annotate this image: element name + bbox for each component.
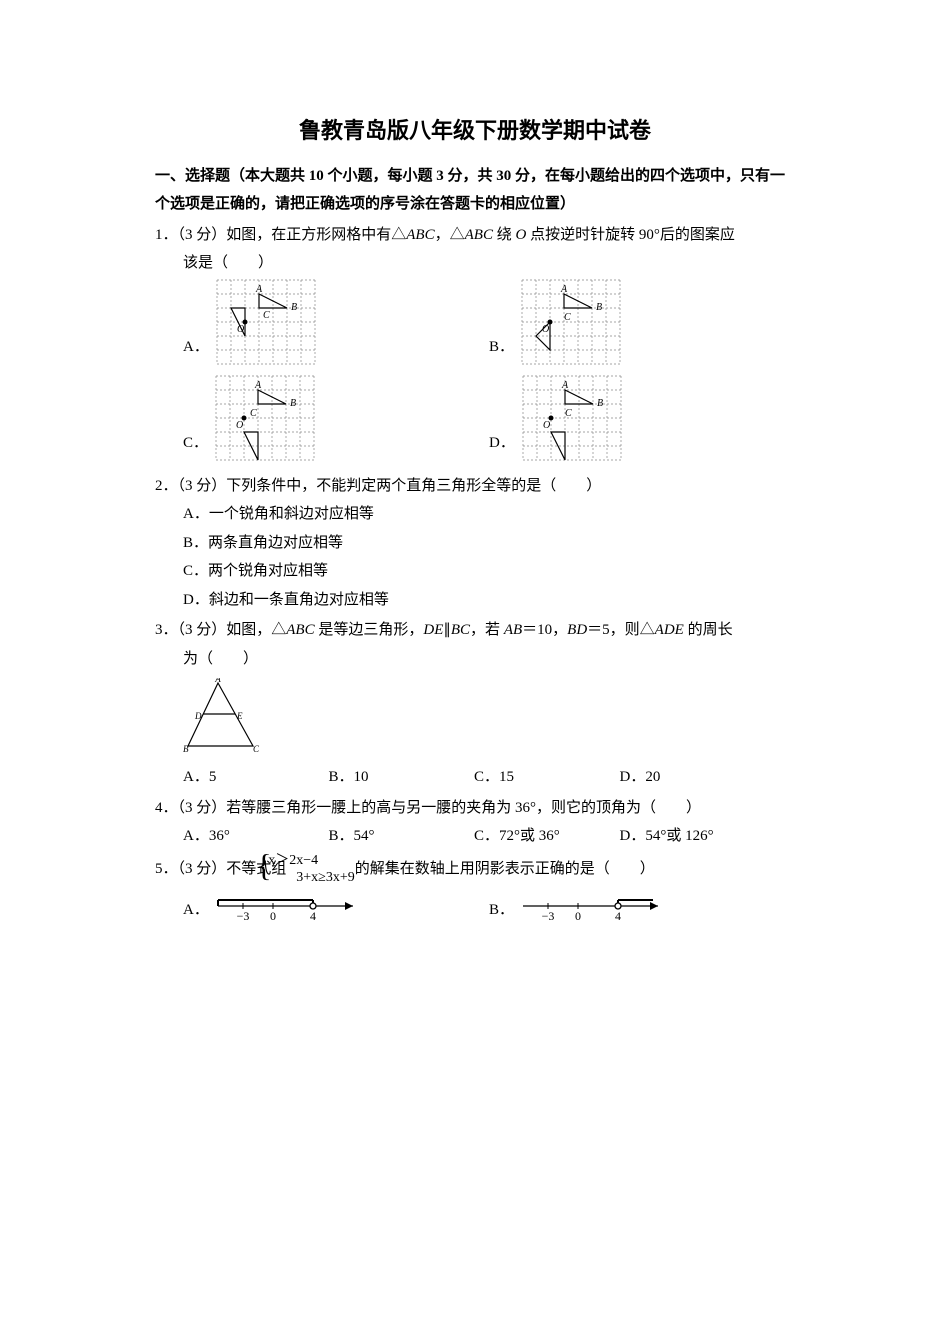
label-d: D: [194, 711, 202, 721]
triangle-icon: A D E B C: [183, 678, 263, 753]
q5-label-a: A．: [183, 896, 209, 925]
nl-b-zero: 0: [575, 909, 581, 923]
q3-opt-c: C．15: [474, 763, 620, 792]
q1-option-c: C． A B C O: [183, 374, 489, 462]
q5-option-b: B． −3 0 4: [489, 886, 795, 924]
svg-text:C: C: [564, 312, 571, 323]
svg-text:B: B: [596, 302, 602, 313]
q2-b: B．两条直角边对应相等: [155, 529, 795, 558]
q1-option-a: A． A B C O: [183, 278, 489, 366]
q5-eq1: x＞2x−4: [268, 853, 318, 868]
q2-a: A．一个锐角和斜边对应相等: [155, 500, 795, 529]
q1-abc1: ABC: [406, 227, 434, 243]
q1-label-b: B．: [489, 333, 514, 362]
grid-diagram-a: A B C O: [215, 278, 317, 366]
q3-t3: ∥: [443, 622, 451, 638]
q1-label-c: C．: [183, 429, 208, 458]
q5-eq2: 3+x≥3x+9: [296, 870, 354, 885]
nl-b-neg3: −3: [542, 909, 555, 923]
svg-text:B: B: [290, 398, 296, 409]
label-e: E: [236, 711, 243, 721]
question-1: 1．（3 分）如图，在正方形网格中有△ABC，△ABC 绕 O 点按逆时针旋转 …: [155, 221, 795, 250]
q3-options: A．5 B．10 C．15 D．20: [155, 763, 795, 792]
svg-text:A: A: [255, 284, 263, 295]
q3-ade: ADE: [655, 622, 684, 638]
q3-t2: 是等边三角形，: [315, 622, 424, 638]
q3-de: DE: [423, 622, 443, 638]
q3-t4: ，若: [470, 622, 504, 638]
nl-a-four: 4: [310, 909, 316, 923]
svg-text:A: A: [254, 380, 262, 391]
q4-opt-b: B．54°: [329, 822, 475, 851]
svg-text:O: O: [236, 420, 243, 431]
q3-opt-d: D．20: [620, 763, 766, 792]
question-2: 2．（3 分）下列条件中，不能判定两个直角三角形全等的是（ ）: [155, 472, 795, 501]
q1-option-b: B． A B C O: [489, 278, 795, 366]
svg-text:C: C: [250, 408, 257, 419]
q1-label-a: A．: [183, 333, 209, 362]
question-4: 4．（3 分）若等腰三角形一腰上的高与另一腰的夹角为 36°，则它的顶角为（ ）: [155, 794, 795, 823]
svg-text:C: C: [565, 408, 572, 419]
numberline-b: −3 0 4: [518, 886, 668, 924]
q1-t3: 绕: [493, 227, 516, 243]
q5-brace: x＞2x−43+x≥3x+9: [286, 853, 354, 887]
label-b: B: [183, 744, 189, 753]
svg-text:A: A: [561, 380, 569, 391]
q3-line2: 为（ ）: [155, 645, 795, 674]
q1-t4: 点按逆时针旋转 90°后的图案应: [526, 227, 735, 243]
grid-diagram-b: A B C O: [520, 278, 622, 366]
question-3: 3．（3 分）如图，△ABC 是等边三角形，DE∥BC，若 AB＝10，BD＝5…: [155, 616, 795, 645]
section-header: 一、选择题（本大题共 10 个小题，每小题 3 分，共 30 分，在每小题给出的…: [155, 162, 795, 219]
q3-bc: BC: [451, 622, 470, 638]
q3-opt-a: A．5: [183, 763, 329, 792]
q3-t5: ＝10，: [522, 622, 567, 638]
q3-bd: BD: [567, 622, 587, 638]
question-5: 5．（3 分）不等式组x＞2x−43+x≥3x+9的解集在数轴上用阴影表示正确的…: [155, 853, 795, 887]
q1-t2: ，△: [435, 227, 465, 243]
q3-opt-b: B．10: [329, 763, 475, 792]
label-c: C: [253, 744, 260, 753]
q5-option-a: A． −3 0 4: [183, 886, 489, 924]
label-a: A: [214, 678, 221, 684]
q3-ab: AB: [504, 622, 522, 638]
q1-text: 1．（3 分）如图，在正方形网格中有△: [155, 227, 406, 243]
q5-t2: 的解集在数轴上用阴影表示正确的是（ ）: [355, 861, 655, 877]
q4-options: A．36° B．54° C．72°或 36° D．54°或 126°: [155, 822, 795, 851]
q2-d: D．斜边和一条直角边对应相等: [155, 586, 795, 615]
q3-diagram: A D E B C: [183, 678, 795, 753]
q1-option-d: D． A B C O: [489, 374, 795, 462]
q4-opt-c: C．72°或 36°: [474, 822, 620, 851]
svg-text:C: C: [263, 310, 270, 321]
grid-diagram-c: A B C O: [214, 374, 316, 462]
q3-t7: 的周长: [684, 622, 733, 638]
q1-options: A． A B C O B． A B C: [155, 278, 795, 470]
nl-b-four: 4: [615, 909, 621, 923]
q1-label-d: D．: [489, 429, 515, 458]
nl-a-zero: 0: [270, 909, 276, 923]
svg-text:A: A: [560, 284, 568, 295]
svg-text:O: O: [543, 420, 550, 431]
q3-t6: ＝5，则△: [587, 622, 655, 638]
numberline-a: −3 0 4: [213, 886, 363, 924]
page-title: 鲁教青岛版八年级下册数学期中试卷: [155, 110, 795, 152]
q2-c: C．两个锐角对应相等: [155, 557, 795, 586]
grid-diagram-d: A B C O: [521, 374, 623, 462]
q3-abc: ABC: [286, 622, 314, 638]
q4-opt-d: D．54°或 126°: [620, 822, 766, 851]
q1-abc2: ABC: [465, 227, 493, 243]
nl-a-neg3: −3: [236, 909, 249, 923]
q1-line2: 该是（ ）: [155, 249, 795, 278]
svg-text:B: B: [291, 302, 297, 313]
q1-o: O: [515, 227, 526, 243]
q3-t1: 3．（3 分）如图，△: [155, 622, 286, 638]
svg-text:B: B: [597, 398, 603, 409]
q5-options: A． −3 0 4 B． −3 0 4: [155, 886, 795, 924]
q5-label-b: B．: [489, 896, 514, 925]
